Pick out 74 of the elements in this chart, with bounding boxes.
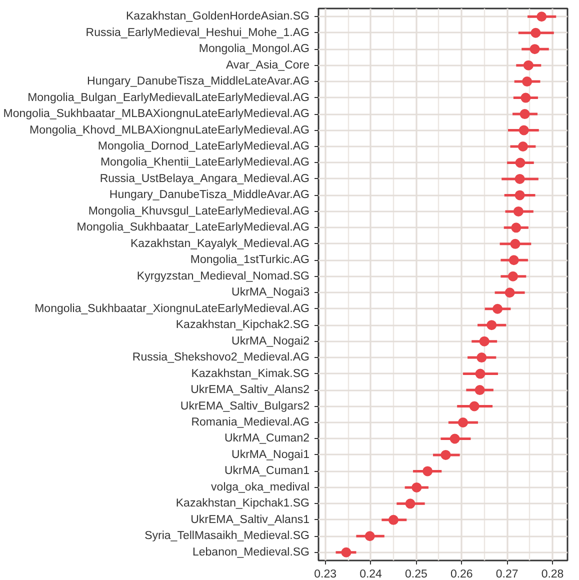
y-tick-label: UkrMA_Cuman1 bbox=[224, 465, 310, 478]
y-tick-label: Mongolia_Sukhbaatar_XiongnuLateEarlyMedieval.AG bbox=[34, 302, 310, 315]
y-tick-label: Kazakhstan_Kayalyk_Medieval.AG bbox=[130, 238, 310, 250]
point bbox=[440, 450, 451, 460]
y-tick-label: Mongolia_Mongol.AG bbox=[198, 43, 310, 56]
y-tick-label: Russia_UstBelaya_Angara_Medieval.AG bbox=[100, 172, 310, 185]
point bbox=[518, 125, 529, 136]
point bbox=[479, 336, 490, 346]
y-tick-label: UkrMA_Nogai3 bbox=[232, 286, 310, 299]
point bbox=[486, 320, 497, 330]
y-tick-label: Romania_Medieval.AG bbox=[191, 416, 310, 428]
point bbox=[514, 190, 525, 200]
point bbox=[511, 222, 522, 233]
point bbox=[388, 514, 398, 525]
point bbox=[513, 206, 524, 216]
y-tick-label: Mongolia_Khovd_MLBAXiongnuLateEarlyMedieval.AG bbox=[29, 124, 310, 136]
point bbox=[515, 158, 526, 168]
y-tick-label: Hungary_DanubeTisza_MiddleAvar.AG bbox=[109, 189, 310, 202]
y-tick-label: Mongolia_Khuvsgul_LateEarlyMedieval.AG bbox=[88, 205, 310, 218]
y-tick-label: volga_oka_medival bbox=[211, 481, 310, 494]
y-tick-label: Kyrgyzstan_Medieval_Nomad.SG bbox=[136, 270, 310, 282]
y-tick-label: Mongolia_1stTurkic.AG bbox=[190, 254, 310, 266]
x-tick-label: 0.27 bbox=[496, 568, 518, 580]
x-tick-label: 0.23 bbox=[314, 568, 337, 580]
y-tick-label: Kazakhstan_Kipchak1.SG bbox=[176, 498, 310, 510]
x-tick-label: 0.25 bbox=[405, 568, 428, 580]
point bbox=[412, 482, 422, 492]
y-tick-label: Kazakhstan_Kimak.SG bbox=[191, 368, 310, 380]
y-tick-label: UkrMA_Nogai1 bbox=[232, 448, 310, 461]
point bbox=[530, 44, 540, 54]
point bbox=[508, 271, 518, 282]
point bbox=[492, 304, 503, 314]
point bbox=[520, 109, 530, 120]
y-tick-label: Mongolia_Sukhbaatar_LateEarlyMedieval.AG bbox=[76, 222, 310, 234]
y-tick-label: Russia_Shekshovo2_Medieval.AG bbox=[132, 352, 310, 364]
point bbox=[514, 174, 525, 184]
point bbox=[510, 238, 520, 249]
y-tick-label: UkrEMA_Saltiv_Bulgars2 bbox=[180, 400, 310, 412]
y-tick-label: Mongolia_Bulgan_EarlyMedievalLateEarlyMedieval.AG bbox=[28, 92, 310, 104]
point bbox=[341, 547, 352, 558]
y-tick-label: UkrMA_Nogai2 bbox=[232, 335, 310, 348]
point bbox=[518, 142, 528, 152]
x-tick-label: 0.24 bbox=[360, 568, 383, 580]
point bbox=[469, 401, 480, 412]
y-tick-label: UkrEMA_Saltiv_Alans2 bbox=[190, 384, 310, 396]
y-tick-label: Russia_EarlyMedieval_Heshui_Mohe_1.AG bbox=[86, 26, 310, 39]
y-tick-label: UkrMA_Cuman2 bbox=[224, 432, 310, 445]
y-tick-label: Syria_TellMasaikh_Medieval.SG bbox=[144, 530, 310, 542]
y-tick-label: Hungary_DanubeTisza_MiddleLateAvar.AG bbox=[87, 76, 310, 88]
y-tick-label: Mongolia_Khentii_LateEarlyMedieval.AG bbox=[100, 156, 310, 169]
point bbox=[475, 368, 486, 379]
y-tick-label: Avar_Asia_Core bbox=[226, 59, 310, 72]
point bbox=[458, 418, 468, 428]
x-tick-label: 0.28 bbox=[541, 568, 564, 580]
point bbox=[536, 12, 547, 22]
point bbox=[522, 76, 532, 87]
x-tick-label: 0.26 bbox=[450, 568, 473, 580]
point bbox=[476, 352, 487, 363]
point bbox=[405, 498, 416, 509]
y-tick-label: Lebanon_Medieval.SG bbox=[192, 546, 310, 558]
point bbox=[520, 92, 531, 103]
point bbox=[523, 60, 534, 70]
y-tick-label: Mongolia_Sukhbaatar_MLBAXiongnuLateEarlyMedieval.AG bbox=[3, 108, 310, 120]
point bbox=[504, 288, 515, 298]
point bbox=[508, 255, 519, 266]
y-tick-label: Kazakhstan_Kipchak2.SG bbox=[176, 319, 310, 332]
point bbox=[422, 466, 433, 476]
point bbox=[530, 28, 541, 38]
point bbox=[474, 385, 485, 396]
y-tick-label: Mongolia_Dornod_LateEarlyMedieval.AG bbox=[98, 140, 310, 152]
point bbox=[450, 434, 460, 444]
y-tick-label: Kazakhstan_GoldenHordeAsian.SG bbox=[126, 10, 310, 23]
point bbox=[364, 531, 375, 542]
y-tick-label: UkrEMA_Saltiv_Alans1 bbox=[190, 514, 310, 526]
